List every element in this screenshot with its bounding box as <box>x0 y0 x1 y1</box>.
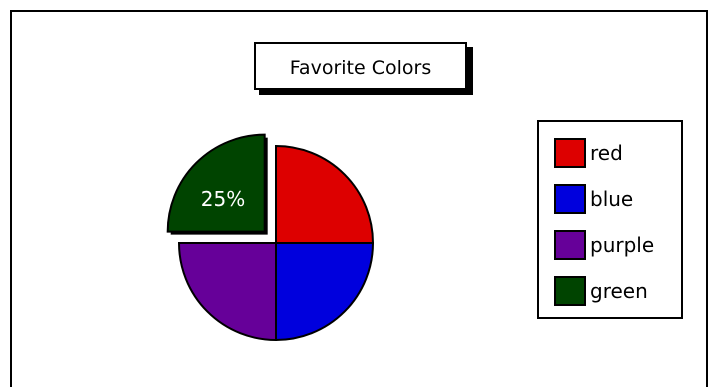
chart-title-box: Favorite Colors <box>254 42 473 95</box>
chart-title-frame <box>254 42 467 90</box>
pie-slice-green <box>166 133 266 233</box>
legend-swatch-purple <box>554 230 586 260</box>
legend-swatch-green <box>554 276 586 306</box>
legend: red blue purple green <box>537 120 683 319</box>
legend-label-red: red <box>590 141 623 165</box>
pie-slice-label-green: 25% <box>201 187 245 211</box>
pie-slices: 25% <box>166 133 375 342</box>
pie-slice-red <box>275 144 375 244</box>
legend-label-green: green <box>590 279 648 303</box>
pie-slice-purple <box>177 242 277 342</box>
legend-swatch-blue <box>554 184 586 214</box>
legend-label-blue: blue <box>590 187 633 211</box>
chart-title: Favorite Colors <box>290 57 431 79</box>
legend-label-purple: purple <box>590 233 654 257</box>
legend-swatch-red <box>554 138 586 168</box>
pie-slice-blue <box>275 242 375 342</box>
